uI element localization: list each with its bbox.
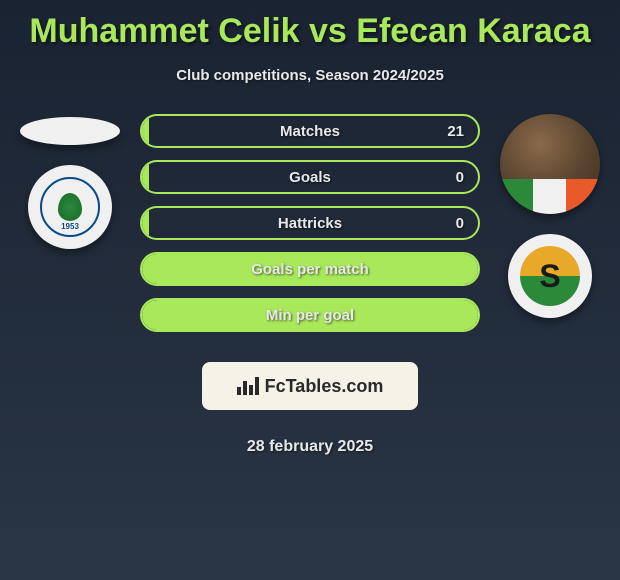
- footer-date: 28 february 2025: [140, 438, 480, 456]
- stat-bar-hattricks: Hattricks 0: [140, 206, 480, 240]
- club-right-badge: S: [508, 234, 592, 318]
- branding-badge[interactable]: FcTables.com: [202, 362, 418, 410]
- club-right-emblem: S: [520, 246, 580, 306]
- stat-fill: [142, 116, 149, 146]
- stat-value: 21: [447, 123, 464, 140]
- stat-value: 0: [456, 169, 464, 186]
- stat-bar-matches: Matches 21: [140, 114, 480, 148]
- stat-bar-goals: Goals 0: [140, 160, 480, 194]
- stat-bar-goals-per-match: Goals per match: [140, 252, 480, 286]
- club-left-emblem: 1953: [40, 177, 100, 237]
- club-left-badge: 1953: [28, 165, 112, 249]
- stat-fill: [142, 162, 149, 192]
- stats-column: Matches 21 Goals 0 Hattricks 0 Goals per…: [130, 114, 490, 456]
- player-right-avatar: [500, 114, 600, 214]
- leaf-icon: [58, 193, 82, 221]
- stat-label: Goals: [289, 169, 331, 186]
- player-right-column: S: [490, 114, 610, 456]
- branding-label: FcTables.com: [265, 376, 384, 397]
- stat-bar-min-per-goal: Min per goal: [140, 298, 480, 332]
- stat-label: Goals per match: [251, 261, 369, 278]
- comparison-content: 1953 Matches 21 Goals 0 Hattricks 0 Goal…: [0, 114, 620, 456]
- page-title: Muhammet Celik vs Efecan Karaca: [0, 0, 620, 51]
- stat-fill: [142, 208, 149, 238]
- stat-label: Min per goal: [266, 307, 354, 324]
- subtitle: Club competitions, Season 2024/2025: [0, 67, 620, 84]
- stat-label: Matches: [280, 123, 340, 140]
- bar-chart-icon: [237, 377, 259, 395]
- club-left-year: 1953: [61, 222, 79, 231]
- stat-label: Hattricks: [278, 215, 342, 232]
- player-left-column: 1953: [10, 114, 130, 456]
- stat-value: 0: [456, 215, 464, 232]
- player-left-avatar: [20, 117, 120, 145]
